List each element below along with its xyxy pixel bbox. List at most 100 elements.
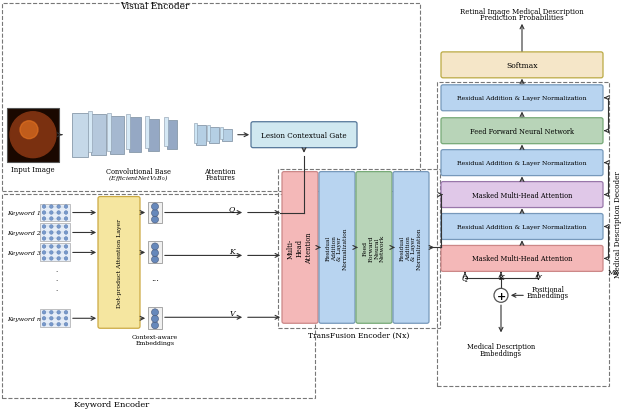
Bar bbox=[196, 126, 206, 145]
Bar bbox=[40, 244, 70, 262]
Circle shape bbox=[57, 211, 60, 215]
FancyBboxPatch shape bbox=[98, 197, 140, 328]
Text: Feed
Forward
Neural
Network: Feed Forward Neural Network bbox=[363, 234, 385, 261]
Text: Keyword n: Keyword n bbox=[7, 316, 41, 321]
Circle shape bbox=[49, 217, 53, 221]
Circle shape bbox=[64, 225, 68, 229]
Circle shape bbox=[64, 251, 68, 255]
Text: Keyword 2: Keyword 2 bbox=[7, 230, 41, 236]
Circle shape bbox=[152, 250, 159, 257]
FancyBboxPatch shape bbox=[319, 172, 355, 324]
Circle shape bbox=[152, 256, 159, 263]
Circle shape bbox=[49, 257, 53, 261]
Bar bbox=[209, 127, 219, 143]
FancyBboxPatch shape bbox=[282, 172, 318, 324]
Text: Embeddings: Embeddings bbox=[480, 349, 522, 357]
Circle shape bbox=[64, 317, 68, 320]
Circle shape bbox=[42, 211, 46, 215]
Circle shape bbox=[20, 121, 38, 139]
Text: Feed Forward Neural Network: Feed Forward Neural Network bbox=[470, 127, 574, 135]
Text: Masked Multi-Head Attention: Masked Multi-Head Attention bbox=[472, 255, 572, 263]
Circle shape bbox=[57, 251, 60, 255]
Text: Medical Description: Medical Description bbox=[467, 342, 535, 351]
Circle shape bbox=[57, 231, 60, 235]
Circle shape bbox=[42, 205, 46, 209]
Circle shape bbox=[57, 245, 60, 249]
Bar bbox=[91, 115, 106, 156]
Circle shape bbox=[49, 317, 53, 320]
Bar bbox=[110, 117, 124, 154]
Text: Medical Description Decoder: Medical Description Decoder bbox=[614, 171, 622, 278]
Bar bbox=[2, 194, 315, 398]
Text: Mx: Mx bbox=[607, 268, 619, 276]
FancyBboxPatch shape bbox=[441, 119, 603, 144]
Bar bbox=[148, 202, 162, 224]
Text: (EfficientNetV$_2$B$_0$): (EfficientNetV$_2$B$_0$) bbox=[108, 172, 168, 182]
Bar bbox=[72, 113, 88, 157]
Circle shape bbox=[42, 317, 46, 320]
Circle shape bbox=[57, 237, 60, 240]
Bar bbox=[88, 112, 92, 153]
Circle shape bbox=[42, 257, 46, 261]
Bar bbox=[107, 113, 111, 151]
Circle shape bbox=[49, 251, 53, 255]
Text: K: K bbox=[229, 248, 235, 256]
Circle shape bbox=[64, 211, 68, 215]
Text: +: + bbox=[497, 290, 506, 301]
Text: Residual
Addition
& Layer
Normalization: Residual Addition & Layer Normalization bbox=[400, 227, 422, 269]
Text: Dot-product Attention Layer: Dot-product Attention Layer bbox=[116, 218, 122, 307]
Bar bbox=[145, 117, 149, 148]
FancyBboxPatch shape bbox=[441, 53, 603, 79]
Text: Embeddings: Embeddings bbox=[136, 340, 175, 345]
Text: Features: Features bbox=[205, 173, 235, 181]
Text: Retinal Image Medical Description: Retinal Image Medical Description bbox=[460, 8, 584, 16]
Circle shape bbox=[49, 245, 53, 249]
Circle shape bbox=[57, 205, 60, 209]
Bar bbox=[148, 119, 159, 151]
Circle shape bbox=[152, 309, 159, 316]
Circle shape bbox=[57, 257, 60, 261]
Text: K: K bbox=[498, 274, 504, 282]
Circle shape bbox=[152, 243, 159, 250]
Circle shape bbox=[57, 311, 60, 315]
Bar bbox=[222, 129, 232, 142]
Text: V: V bbox=[535, 274, 541, 282]
Circle shape bbox=[152, 322, 159, 329]
Text: ...: ... bbox=[151, 275, 159, 283]
Text: Input Image: Input Image bbox=[11, 165, 55, 173]
Circle shape bbox=[42, 217, 46, 221]
Circle shape bbox=[42, 245, 46, 249]
Text: Attention: Attention bbox=[204, 167, 236, 175]
Bar bbox=[40, 310, 70, 328]
Text: Context-aware: Context-aware bbox=[132, 334, 178, 339]
Bar bbox=[40, 204, 70, 222]
Circle shape bbox=[64, 237, 68, 240]
Circle shape bbox=[152, 216, 159, 223]
Circle shape bbox=[64, 217, 68, 221]
FancyBboxPatch shape bbox=[441, 214, 603, 240]
Text: .
.
.: . . . bbox=[55, 265, 57, 292]
Bar bbox=[194, 124, 197, 143]
Text: Multi-
Head
Attention: Multi- Head Attention bbox=[287, 232, 313, 263]
Bar bbox=[2, 4, 420, 191]
Circle shape bbox=[57, 317, 60, 320]
Text: Visual Encoder: Visual Encoder bbox=[120, 2, 189, 11]
Bar bbox=[207, 126, 210, 142]
Circle shape bbox=[57, 217, 60, 221]
Circle shape bbox=[57, 225, 60, 229]
Circle shape bbox=[49, 225, 53, 229]
Bar bbox=[148, 242, 162, 264]
Circle shape bbox=[57, 323, 60, 326]
Circle shape bbox=[42, 231, 46, 235]
FancyBboxPatch shape bbox=[393, 172, 429, 324]
Circle shape bbox=[49, 231, 53, 235]
Text: TransFusion Encoder (Nx): TransFusion Encoder (Nx) bbox=[308, 331, 410, 339]
Text: Q: Q bbox=[462, 274, 468, 282]
Circle shape bbox=[152, 204, 159, 211]
Text: Embeddings: Embeddings bbox=[527, 292, 569, 300]
Circle shape bbox=[64, 245, 68, 249]
Bar bbox=[220, 127, 223, 139]
Circle shape bbox=[64, 205, 68, 209]
Circle shape bbox=[64, 323, 68, 326]
Circle shape bbox=[49, 205, 53, 209]
